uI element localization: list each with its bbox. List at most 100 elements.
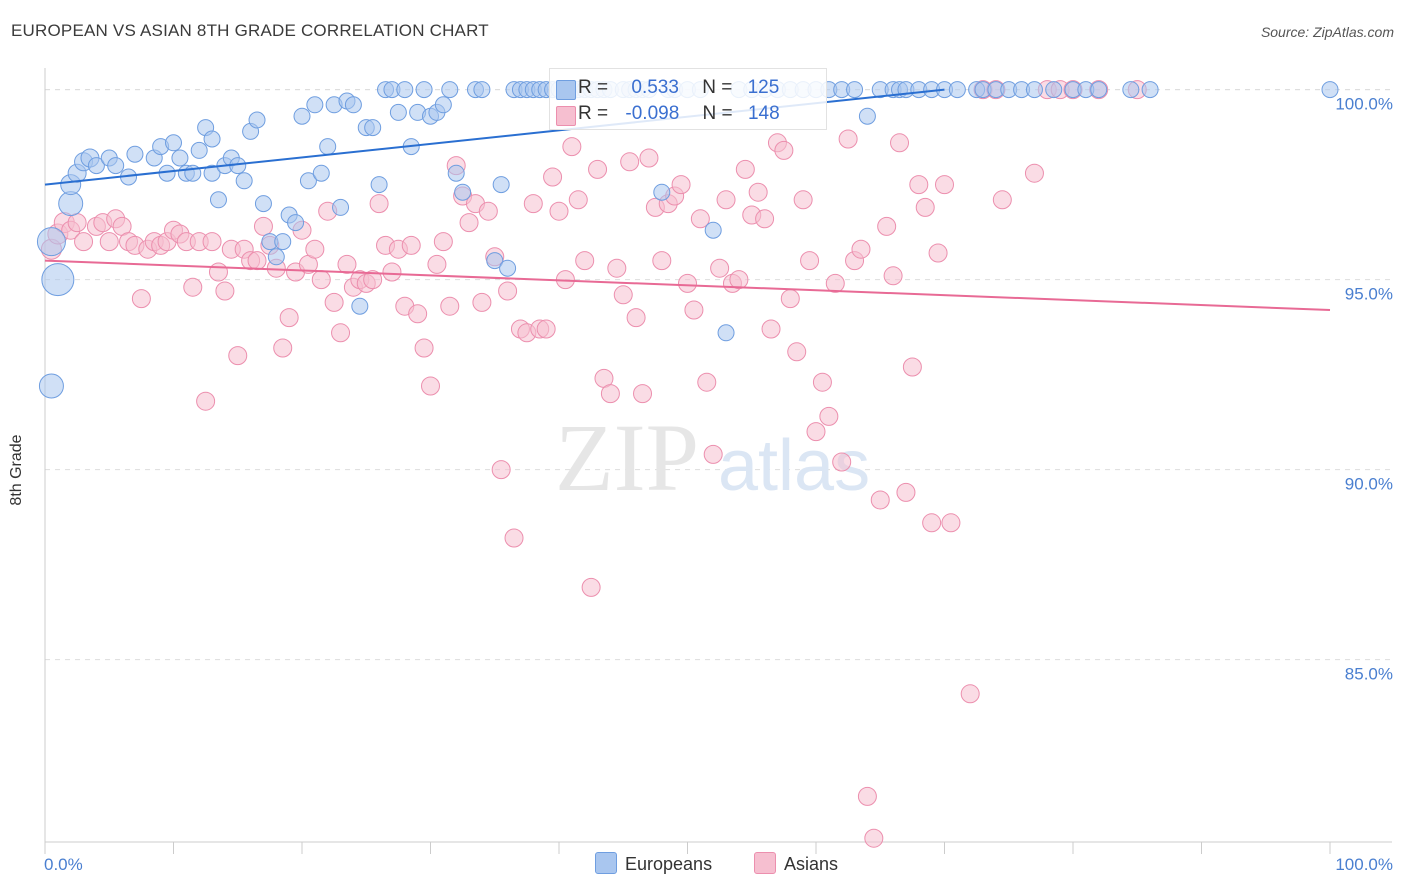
european-point (312, 164, 330, 182)
european-point (1122, 81, 1140, 99)
asian-point (588, 159, 608, 179)
asian-point (800, 251, 820, 271)
asian-point (208, 262, 228, 282)
asian-point (710, 258, 730, 278)
asian-point (735, 159, 755, 179)
european-r-value: 0.533 (631, 77, 679, 98)
asian-point (549, 201, 569, 221)
asian-trendline (44, 259, 1331, 311)
axes (44, 68, 1392, 854)
european-point (846, 81, 864, 99)
asian-point (440, 296, 460, 316)
asian-point (684, 300, 704, 320)
asian-point (671, 175, 691, 195)
european-point (107, 157, 125, 175)
asian-point (639, 148, 659, 168)
asian-point (832, 452, 852, 472)
european-point (41, 263, 75, 297)
legend-asians-label: Asians (784, 854, 839, 874)
asian-point (311, 270, 331, 290)
european-point (267, 248, 285, 266)
asian-point (703, 444, 723, 464)
asian-point (67, 213, 87, 233)
asian-point (363, 270, 383, 290)
european-point (1321, 81, 1339, 99)
asian-point (806, 422, 826, 442)
chart-title: EUROPEAN VS ASIAN 8TH GRADE CORRELATION … (11, 21, 489, 40)
asian-point (857, 786, 877, 806)
asian-point (870, 490, 890, 510)
european-point (1045, 81, 1063, 99)
asian-point (819, 406, 839, 426)
asian-point (305, 239, 325, 259)
european-point (1025, 81, 1043, 99)
asian-point (331, 323, 351, 343)
european-point (473, 81, 491, 99)
european-swatch (556, 80, 576, 100)
asian-point (202, 232, 222, 252)
european-point (38, 373, 64, 399)
asian-point (935, 175, 954, 195)
legend-row-europeans: R = 0.533 N = 125 (556, 77, 780, 100)
european-point (492, 176, 510, 194)
asian-point (729, 270, 749, 290)
x-tick-label: 0.0% (44, 855, 83, 874)
asian-point (562, 137, 582, 157)
legend-item-asians[interactable]: Asians (754, 852, 838, 875)
asian-point (543, 167, 563, 187)
european-point (254, 195, 272, 213)
european-point (58, 191, 84, 217)
asian-point (697, 372, 717, 392)
asian-point (196, 391, 216, 411)
european-point (248, 111, 266, 129)
european-point (235, 172, 253, 190)
asian-point (581, 577, 601, 597)
european-point (165, 134, 182, 152)
asian-point (851, 239, 871, 259)
legend-europeans-label: Europeans (625, 854, 713, 874)
asian-point (491, 460, 511, 480)
asian-point (793, 190, 813, 210)
y-tick-label: 85.0% (1345, 665, 1393, 684)
european-point (364, 119, 382, 137)
asian-n-value: 148 (747, 103, 780, 124)
asian-point (748, 182, 768, 202)
asian-point (279, 308, 299, 328)
european-point (319, 138, 337, 156)
european-point (396, 81, 414, 99)
asian-point (247, 251, 267, 271)
asian-point (716, 190, 736, 210)
legend-item-europeans[interactable]: Europeans (595, 852, 712, 875)
asian-r-value: -0.098 (625, 103, 680, 124)
european-point (415, 81, 433, 99)
asian-point (183, 277, 203, 297)
european-n-value: 125 (747, 77, 780, 98)
asian-point (427, 254, 447, 274)
asian-point (472, 292, 492, 312)
asian-point (915, 197, 935, 217)
european-point (486, 252, 504, 270)
asian-point (74, 232, 94, 252)
asian-point (337, 254, 357, 274)
asian-point (896, 482, 916, 502)
asian-point (626, 308, 646, 328)
asian-point (421, 376, 440, 396)
asian-point (902, 357, 922, 377)
european-point (454, 183, 472, 201)
asian-point (228, 346, 248, 366)
european-legend-swatch (595, 852, 617, 874)
asian-legend-swatch (754, 852, 776, 874)
european-point (717, 324, 735, 342)
european-point (1141, 81, 1159, 99)
asian-point (408, 304, 428, 324)
asian-point (600, 384, 620, 404)
european-point (858, 107, 876, 125)
asian-point (787, 342, 807, 362)
y-tick-label: 90.0% (1345, 475, 1393, 494)
asian-point (864, 828, 884, 848)
x-tick-label: 100.0% (1335, 855, 1393, 874)
european-point (389, 103, 407, 121)
asian-point (825, 273, 845, 293)
european-point (36, 227, 66, 257)
